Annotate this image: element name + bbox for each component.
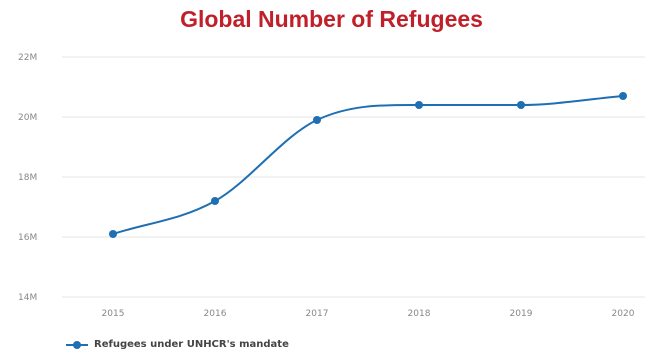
legend-marker-icon [66,340,88,350]
data-point [415,101,423,109]
data-point [313,116,321,124]
data-point [517,101,525,109]
x-tick-label: 2018 [408,309,431,319]
y-tick-label: 18M [18,173,37,183]
y-tick-label: 16M [18,233,37,243]
data-point [211,197,219,205]
data-point [109,230,117,238]
data-point [619,92,627,100]
y-tick-label: 22M [18,53,37,63]
x-tick-label: 2020 [612,309,635,319]
y-tick-label: 20M [18,113,37,123]
x-tick-label: 2015 [102,309,125,319]
y-tick-label: 14M [18,293,37,303]
x-tick-label: 2016 [204,309,227,319]
chart-title: Global Number of Refugees [180,6,483,32]
legend-label: Refugees under UNHCR's mandate [94,339,289,350]
x-tick-label: 2019 [510,309,533,319]
x-tick-label: 2017 [306,309,329,319]
legend[interactable]: Refugees under UNHCR's mandate [66,339,289,350]
series-line [112,95,624,235]
